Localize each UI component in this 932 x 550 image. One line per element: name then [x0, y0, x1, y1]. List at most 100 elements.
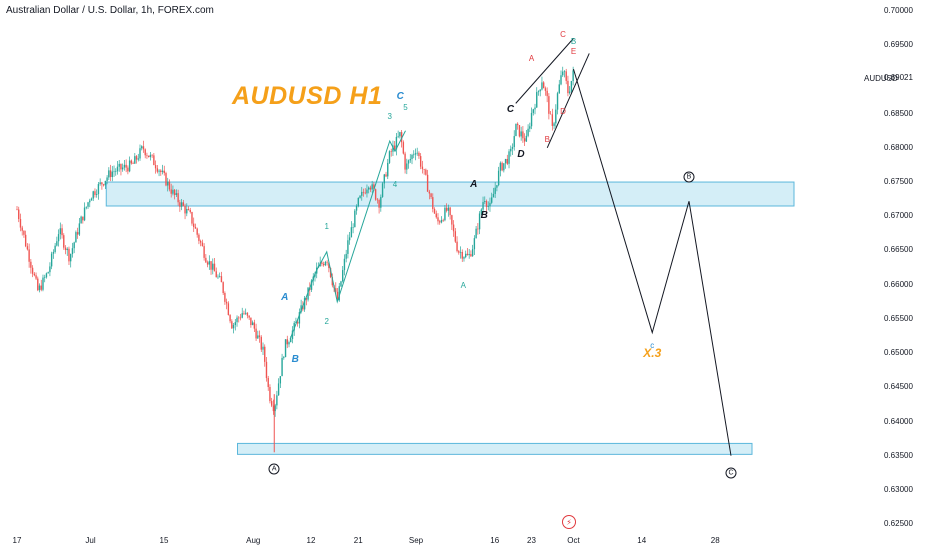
candle-body: [250, 317, 252, 326]
wave-label: C: [396, 90, 404, 102]
candle-body: [224, 293, 226, 302]
candle-body: [54, 245, 56, 252]
candle-body: [362, 191, 365, 193]
candle-body: [116, 166, 119, 172]
candle-body: [95, 194, 98, 195]
candle-body: [409, 158, 411, 161]
candle-body: [83, 207, 86, 221]
candle-body: [212, 263, 214, 270]
candle-body: [542, 82, 545, 89]
candle-body: [369, 187, 372, 190]
candle-body: [520, 131, 522, 137]
candle-body: [61, 228, 63, 236]
candle-body: [532, 109, 534, 113]
candle-body: [99, 182, 101, 185]
candle-body: [241, 313, 243, 318]
candle-body: [71, 248, 74, 255]
time-axis-tick: 21: [353, 536, 363, 545]
circled-wave-label: C: [725, 467, 737, 479]
wedge-channel-line: [515, 38, 574, 104]
lightning-icon[interactable]: ⚡: [562, 515, 576, 529]
candle-body: [310, 280, 313, 290]
candle-body: [45, 273, 48, 278]
candle-body: [97, 184, 100, 195]
candle-body: [494, 187, 496, 194]
candle-body: [407, 160, 410, 164]
candle-body: [50, 253, 53, 267]
price-axis-tick: 0.68000: [884, 142, 913, 152]
circled-wave-label: A: [268, 463, 280, 475]
candle-body: [217, 276, 219, 278]
candle-body: [536, 92, 538, 108]
candle-body: [510, 148, 512, 152]
candle-body: [475, 228, 477, 239]
candle-body: [87, 202, 89, 207]
candle-body: [303, 298, 306, 310]
candle-body: [485, 201, 488, 207]
time-axis-tick: Oct: [567, 536, 580, 545]
candle-body: [340, 281, 342, 287]
price-axis-tick: 0.63000: [884, 484, 913, 494]
candle-body: [513, 136, 515, 147]
candle-body: [466, 253, 469, 256]
candle-body: [499, 162, 502, 171]
candle-body: [329, 267, 332, 278]
candle-body: [342, 270, 344, 282]
candle-body: [109, 170, 112, 178]
candle-body: [439, 221, 441, 223]
candle-body: [572, 70, 574, 81]
candle-body: [354, 210, 356, 228]
candle-body: [189, 210, 191, 213]
wave-label: X.3: [643, 346, 662, 361]
candle-body: [206, 262, 209, 265]
price-axis-tick: 0.66000: [884, 279, 913, 289]
candle-body: [433, 208, 436, 214]
candle-body: [387, 162, 389, 177]
candle-body: [522, 131, 524, 139]
wave-label: C: [560, 29, 566, 39]
candle-body: [300, 305, 302, 313]
time-axis-tick: 12: [306, 536, 316, 545]
candle-body: [57, 234, 60, 242]
candle-body: [179, 202, 181, 207]
candle-body: [367, 187, 370, 190]
candle-body: [423, 169, 425, 170]
candle-body: [239, 317, 242, 319]
candle-body: [75, 232, 77, 243]
candle-body: [456, 241, 458, 252]
candle-body: [555, 109, 557, 124]
candle-body: [64, 247, 67, 251]
candle-body: [59, 228, 62, 235]
candle-body: [444, 207, 446, 221]
candle-body: [203, 246, 205, 258]
candle-body: [335, 288, 337, 292]
candle-body: [255, 328, 257, 339]
candle-body: [291, 330, 294, 340]
candle-body: [373, 184, 375, 190]
candle-body: [359, 195, 361, 198]
candle-body: [336, 291, 339, 301]
candle-body: [399, 132, 401, 137]
candle-body: [33, 273, 36, 276]
time-axis-tick: 16: [490, 536, 500, 545]
candle-body: [173, 189, 176, 196]
candle-body: [361, 191, 363, 196]
candle-body: [128, 160, 131, 172]
candle-body: [385, 174, 387, 177]
candle-body: [246, 312, 249, 316]
candle-body: [24, 234, 27, 247]
candle-body: [426, 174, 429, 192]
candle-body: [539, 89, 541, 92]
candle-body: [243, 313, 245, 314]
candle-body: [222, 282, 224, 294]
candle-body: [492, 193, 495, 198]
candle-body: [279, 376, 282, 384]
candle-body: [16, 209, 18, 211]
candle-body: [30, 261, 32, 268]
candle-body: [376, 199, 379, 201]
candle-body: [146, 155, 148, 156]
candle-body: [470, 254, 472, 257]
time-axis-tick: 23: [527, 536, 536, 545]
candle-body: [154, 165, 157, 169]
